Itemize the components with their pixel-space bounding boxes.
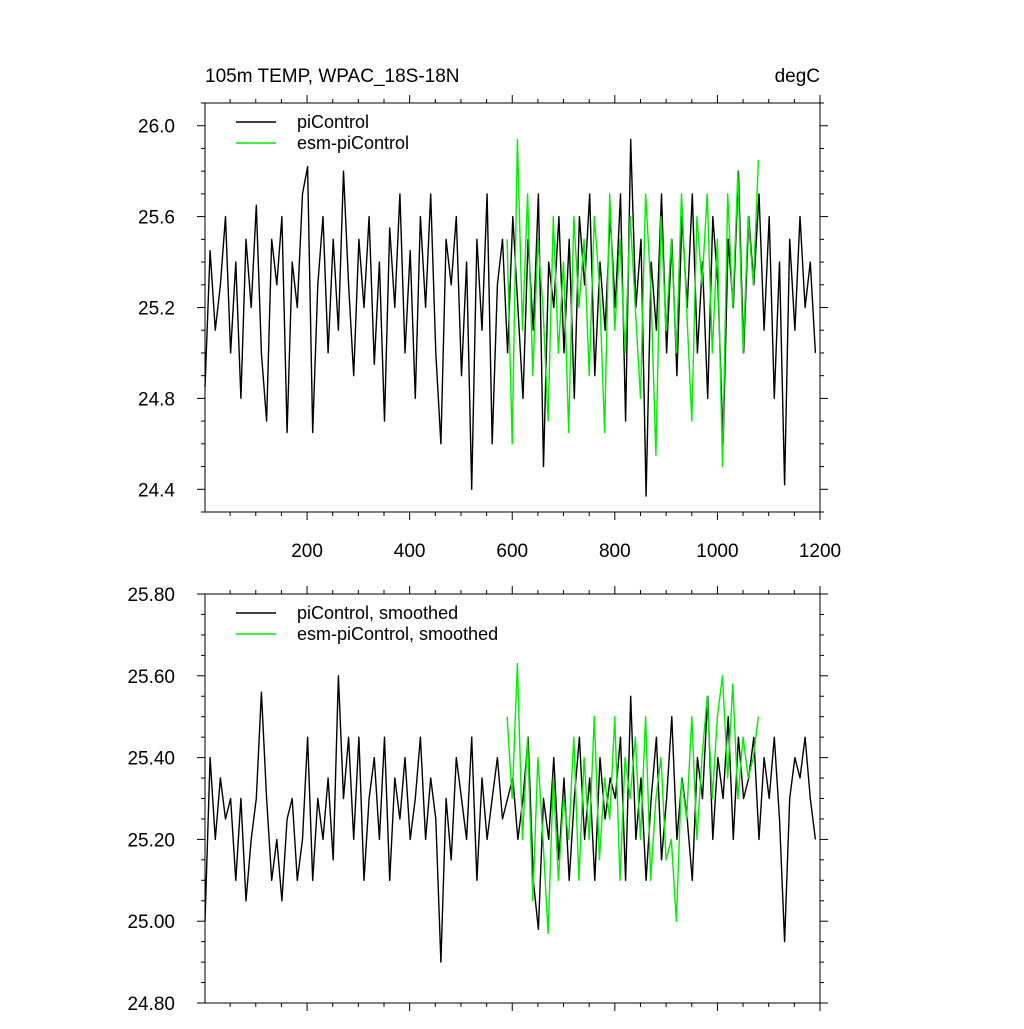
y-tick-label: 25.60 [127,667,175,688]
series-line-esm-picontrol-smoothed [506,662,760,935]
legend-label: esm-piControl, smoothed [297,624,498,644]
series-line-picontrol [204,138,817,497]
legend-label: piControl, smoothed [297,603,458,623]
x-tick-label: 800 [599,541,631,562]
series-line-esm-picontrol [506,138,760,468]
y-tick-label: 25.80 [127,585,175,606]
x-tick-label: 1200 [799,541,841,562]
x-tick-label: 400 [394,541,426,562]
y-tick-label: 25.20 [127,830,175,851]
top-panel: 200 400 600 800 1000 1200 24.4 24.8 25.2 25.6 26.0… [138,95,841,562]
y-tick-label: 25.00 [127,912,175,933]
bottom-panel: 24.80 25.00 25.20 25.40 25.60 25.80 piControl,… [127,585,828,1015]
y-tick-label: 25.6 [138,208,175,229]
y-tick-label: 25.2 [138,299,175,320]
chart-title: 105m TEMP, WPAC_18S-18N [205,66,460,87]
y-tick-label: 26.0 [138,117,175,138]
series-line-picontrol-smoothed [204,675,817,963]
x-tick-label: 1000 [696,541,738,562]
y-tick-label: 25.40 [127,749,175,770]
y-tick-label: 24.4 [138,480,175,501]
legend-label: esm-piControl [297,133,409,153]
y-tick-label: 24.80 [127,994,175,1015]
legend-label: piControl [297,112,369,132]
x-tick-label: 600 [496,541,528,562]
x-tick-label: 200 [291,541,323,562]
y-tick-label: 24.8 [138,389,175,410]
units-label: degC [775,66,820,87]
